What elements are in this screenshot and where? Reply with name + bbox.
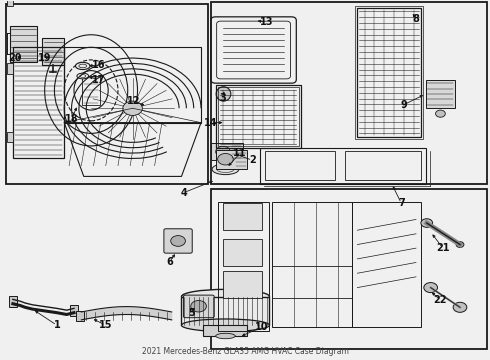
Text: 12: 12 [127,96,140,106]
Text: 4: 4 [180,188,187,198]
Bar [218,202,270,330]
Circle shape [218,153,233,165]
Bar [82,76,100,105]
Circle shape [216,146,230,157]
Text: 21: 21 [436,243,450,253]
Bar [216,149,247,169]
Bar [7,0,13,6]
Circle shape [453,302,467,312]
Bar [352,202,421,327]
Text: 3: 3 [220,93,226,103]
Ellipse shape [216,87,231,101]
FancyBboxPatch shape [164,229,192,253]
Bar [181,297,270,325]
Bar [211,143,243,160]
Bar [260,148,426,184]
Ellipse shape [181,289,270,304]
Circle shape [421,219,433,227]
Bar [5,4,208,184]
Text: 5: 5 [188,308,195,318]
Text: 1: 1 [53,320,60,330]
Text: 7: 7 [398,198,405,208]
Text: 17: 17 [92,75,105,85]
Bar [9,296,17,307]
Text: 2021 Mercedes-Benz GLA35 AMG HVAC Case Diagram: 2021 Mercedes-Benz GLA35 AMG HVAC Case D… [142,347,348,356]
Bar [64,47,201,123]
Bar [272,202,352,327]
Bar [357,8,421,137]
Text: 18: 18 [65,114,78,124]
Circle shape [456,242,464,247]
Bar [70,305,78,316]
Text: 15: 15 [99,320,113,330]
Text: 6: 6 [166,257,172,267]
Bar [265,151,335,180]
Ellipse shape [77,73,89,79]
Ellipse shape [75,62,90,69]
Bar [203,325,247,336]
Bar [13,47,64,158]
Bar [211,3,487,184]
Bar [426,80,455,108]
Bar [218,87,299,146]
Bar [223,203,262,230]
Bar [7,63,13,74]
Ellipse shape [212,164,239,175]
Text: 11: 11 [233,148,247,158]
Ellipse shape [181,319,270,332]
FancyBboxPatch shape [183,295,214,318]
Circle shape [171,235,185,246]
Text: 16: 16 [92,60,105,70]
Circle shape [123,101,143,116]
Text: 8: 8 [413,14,419,24]
Bar [345,151,421,180]
Text: 10: 10 [255,322,269,332]
Circle shape [424,283,438,293]
Circle shape [191,301,206,312]
Bar [223,271,262,298]
Bar [10,26,37,62]
Bar [76,311,84,320]
Bar [42,39,64,65]
Text: 22: 22 [434,295,447,305]
Bar [7,132,13,142]
Text: 13: 13 [260,17,274,27]
Bar [355,6,423,139]
Text: 2: 2 [249,155,256,165]
Text: 20: 20 [9,53,22,63]
Ellipse shape [216,333,235,339]
Circle shape [436,110,445,117]
Bar [223,239,262,266]
Bar [211,189,487,348]
Text: 14: 14 [204,118,218,128]
Bar [216,85,301,148]
Text: 19: 19 [38,53,51,63]
Text: 9: 9 [400,100,407,110]
